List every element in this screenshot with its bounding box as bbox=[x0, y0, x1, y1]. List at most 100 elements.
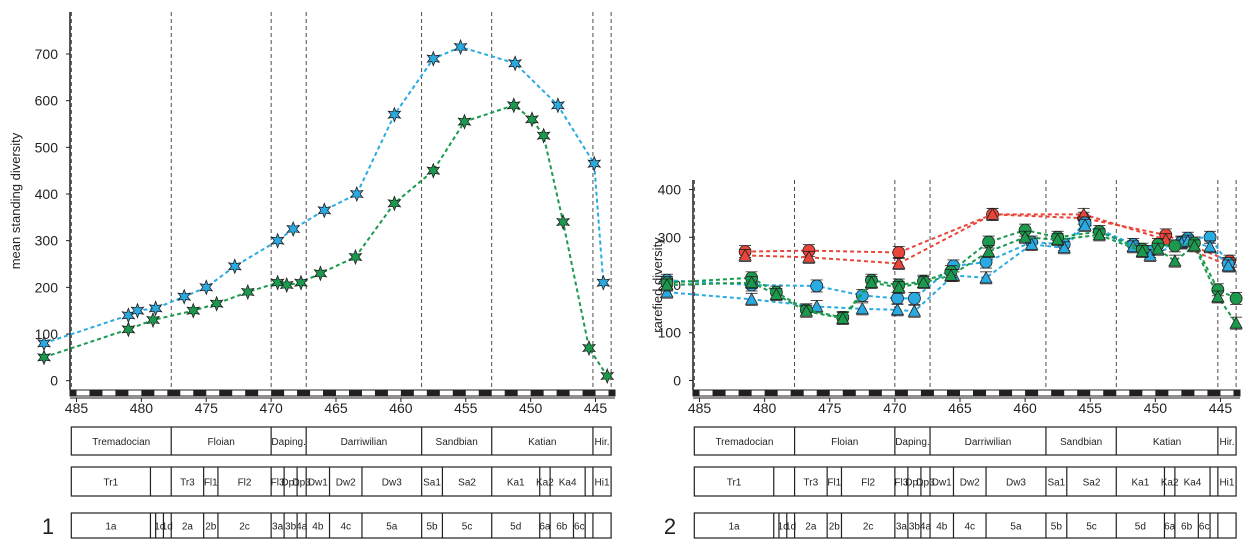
data-point-star bbox=[279, 276, 294, 294]
substage-label: 4c bbox=[340, 522, 351, 533]
substage-label: 1c bbox=[154, 522, 165, 533]
data-point-triangle bbox=[907, 304, 922, 317]
time-slice-label: Hi1 bbox=[595, 478, 610, 489]
y-axis-title: rarefied diversity bbox=[650, 237, 665, 333]
data-point-star bbox=[177, 288, 192, 305]
data-point-triangle bbox=[1092, 228, 1107, 241]
data-point-triangle bbox=[1221, 259, 1235, 272]
stage-label: Sandbian bbox=[436, 437, 478, 448]
data-point-star bbox=[130, 302, 145, 319]
substage-label: 3b bbox=[285, 522, 297, 533]
time-slice-label: Dp3 bbox=[916, 478, 935, 489]
data-point-triangle bbox=[892, 280, 906, 293]
time-slice-label: Dw3 bbox=[382, 478, 402, 489]
data-point-star bbox=[596, 274, 611, 291]
y-tick-label: 100 bbox=[35, 326, 59, 342]
stage-label: Sandbian bbox=[1060, 437, 1102, 448]
time-scale-segment bbox=[946, 390, 960, 396]
stage-label: Darriwilian bbox=[341, 437, 388, 448]
stage-row bbox=[70, 426, 612, 456]
y-tick-label: 400 bbox=[658, 182, 682, 198]
substage-label: 1d bbox=[785, 522, 796, 533]
data-point-triangle bbox=[738, 248, 752, 261]
time-scale-segment bbox=[1129, 390, 1143, 396]
substage-label: 2b bbox=[829, 522, 841, 533]
time-scale-segment bbox=[504, 390, 518, 396]
data-point-triangle bbox=[1203, 239, 1217, 253]
substage-label: 5d bbox=[1135, 522, 1146, 533]
data-point-triangle bbox=[892, 256, 906, 269]
panel-number: 2 bbox=[664, 514, 676, 539]
substage-label: 4b bbox=[936, 522, 948, 533]
stage-label: Tremadocian bbox=[92, 437, 150, 448]
substage-label: 5c bbox=[462, 522, 473, 533]
substage-label: 6c bbox=[1199, 522, 1210, 533]
substage-label: 3a bbox=[272, 522, 284, 533]
data-point-triangle bbox=[810, 299, 824, 312]
y-tick-label: 0 bbox=[673, 372, 681, 388]
y-axis-title: mean standing diversity bbox=[8, 132, 23, 269]
time-scale-segment bbox=[89, 390, 103, 396]
substage-label: 4c bbox=[964, 522, 975, 533]
data-point-star bbox=[457, 113, 472, 130]
time-slice-label: Hi1 bbox=[1219, 478, 1234, 489]
data-point-triangle bbox=[1078, 218, 1092, 231]
substage-label: 5b bbox=[426, 522, 438, 533]
time-scale-segment bbox=[1181, 390, 1195, 396]
data-point-star bbox=[146, 311, 161, 329]
time-slice-label: Dp1 bbox=[281, 478, 300, 489]
x-tick-label: 480 bbox=[130, 400, 154, 416]
time-scale-segment bbox=[712, 390, 726, 396]
time-scale-segment bbox=[790, 390, 804, 396]
y-tick-label: 700 bbox=[35, 46, 59, 62]
time-slice-row bbox=[70, 466, 612, 497]
data-point-circle bbox=[891, 291, 904, 305]
x-tick-label: 450 bbox=[1144, 400, 1168, 416]
time-slice-label: Dw1 bbox=[932, 478, 952, 489]
series-line bbox=[43, 45, 605, 345]
time-slice-label: Sa1 bbox=[423, 478, 441, 489]
x-tick-label: 470 bbox=[259, 400, 283, 416]
data-point-star bbox=[37, 349, 52, 366]
stage-label: Tremadocian bbox=[715, 437, 773, 448]
data-point-circle bbox=[1229, 291, 1243, 305]
substage-label: 5d bbox=[510, 522, 521, 533]
substage-label: 1c bbox=[778, 522, 789, 533]
time-scale-segment bbox=[1051, 390, 1065, 396]
substage-label: 4a bbox=[920, 522, 932, 533]
data-point-star bbox=[209, 295, 224, 312]
substage-label: 5a bbox=[386, 522, 398, 533]
time-scale-segment bbox=[738, 390, 752, 396]
data-point-star bbox=[524, 111, 539, 128]
substage-row bbox=[70, 512, 612, 539]
time-scale-segment bbox=[894, 390, 908, 396]
time-slice-label: Ka2 bbox=[536, 478, 554, 489]
time-slice-label: Tr1 bbox=[727, 478, 742, 489]
y-tick-label: 200 bbox=[35, 279, 59, 295]
time-slice-label: Fl2 bbox=[861, 478, 875, 489]
stage-row bbox=[693, 426, 1237, 456]
data-point-triangle bbox=[660, 278, 674, 291]
time-scale-segment bbox=[115, 390, 129, 396]
time-scale-segment bbox=[608, 390, 615, 396]
data-point-triangle bbox=[836, 311, 850, 324]
x-tick-label: 485 bbox=[688, 400, 712, 416]
substage-label: 4a bbox=[296, 522, 308, 533]
data-point-star bbox=[387, 195, 402, 212]
stage-label: Daping. bbox=[271, 437, 305, 448]
substage-label: 4b bbox=[312, 522, 324, 533]
time-slice-label: Dp1 bbox=[905, 478, 924, 489]
y-tick-label: 300 bbox=[658, 229, 682, 245]
data-point-star bbox=[186, 302, 201, 319]
x-tick-label: 480 bbox=[753, 400, 777, 416]
data-point-triangle bbox=[799, 304, 813, 317]
time-scale-segment bbox=[868, 390, 882, 396]
y-tick-label: 600 bbox=[35, 93, 59, 109]
time-scale-segment bbox=[764, 390, 778, 396]
substage-label: 5b bbox=[1051, 522, 1063, 533]
time-scale-segment bbox=[323, 390, 337, 396]
time-slice-label: Sa2 bbox=[458, 478, 476, 489]
y-tick-label: 300 bbox=[35, 233, 59, 249]
time-scale-segment bbox=[693, 390, 700, 396]
substage-label: 3b bbox=[909, 522, 921, 533]
